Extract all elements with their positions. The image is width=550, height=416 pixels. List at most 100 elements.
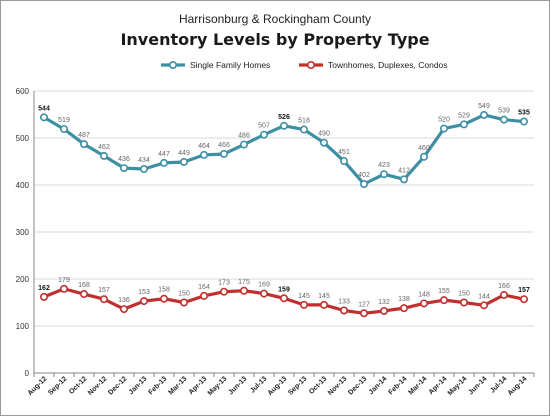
data-point [359, 180, 368, 189]
data-point [399, 304, 408, 313]
data-label: 132 [378, 299, 390, 306]
data-point [59, 125, 68, 134]
data-label: 127 [358, 301, 370, 308]
x-tick-label: Feb-14 [388, 375, 409, 396]
gridlines [34, 90, 534, 327]
data-point [459, 120, 468, 129]
data-point [299, 125, 308, 134]
data-point [459, 298, 468, 307]
data-label: 447 [158, 151, 170, 158]
data-label: 145 [298, 293, 310, 300]
data-point [160, 158, 169, 167]
data-label: 162 [38, 285, 50, 292]
y-tick-label: 600 [16, 87, 30, 96]
data-label: 144 [478, 293, 490, 300]
data-label: 436 [118, 156, 130, 163]
data-label: 507 [258, 123, 270, 130]
x-tick-label: Dec-12 [107, 375, 128, 396]
data-point [419, 299, 428, 308]
x-tick-label: Apr-14 [428, 375, 449, 396]
x-tick-label: Sep-13 [287, 375, 308, 396]
data-label: 150 [178, 291, 190, 298]
data-label: 462 [98, 144, 110, 151]
data-point [439, 124, 448, 133]
data-label: 460 [418, 145, 430, 152]
x-tick-label: Jul-13 [249, 375, 268, 394]
data-point [279, 121, 288, 130]
x-tick-label: Aug-12 [27, 375, 49, 397]
data-point [359, 309, 368, 318]
data-point [479, 110, 488, 119]
y-tick-label: 100 [16, 322, 30, 331]
data-label: 434 [138, 157, 150, 164]
data-point [80, 140, 89, 149]
data-point [259, 289, 268, 298]
data-point [80, 290, 89, 299]
data-label: 526 [278, 114, 290, 121]
data-label: 487 [78, 132, 90, 139]
data-point [399, 175, 408, 184]
data-point [479, 301, 488, 310]
x-tick-label: Mar-14 [407, 375, 428, 396]
data-point [180, 298, 189, 307]
x-tick-label: Nov-13 [327, 375, 349, 397]
data-label: 520 [438, 117, 450, 124]
data-label: 464 [198, 143, 210, 150]
y-tick-label: 400 [16, 181, 30, 190]
data-label: 169 [258, 282, 270, 289]
y-tick-label: 300 [16, 228, 30, 237]
data-label: 164 [198, 284, 210, 291]
data-label: 157 [98, 287, 110, 294]
data-point [439, 296, 448, 305]
data-point [499, 290, 508, 299]
data-label: 423 [378, 162, 390, 169]
data-label: 145 [318, 293, 330, 300]
data-label: 155 [438, 288, 450, 295]
x-tick-label: Mar-13 [167, 375, 188, 396]
chart-title: Inventory Levels by Property Type [120, 30, 429, 49]
data-point [519, 117, 528, 126]
data-point [140, 165, 149, 174]
data-point [100, 295, 109, 304]
x-tick-label: Apr-13 [188, 375, 209, 396]
data-label: 535 [518, 110, 530, 117]
data-point [339, 306, 348, 315]
data-label: 529 [458, 112, 470, 119]
data-labels: 544 519 487 462 436 434 447 449 464 466 486 507 526 5… [38, 103, 530, 308]
x-tick-label: Aug-13 [267, 375, 289, 397]
data-label: 148 [418, 291, 430, 298]
data-label: 449 [178, 150, 190, 157]
data-label: 133 [338, 298, 350, 305]
data-label: 490 [318, 131, 330, 138]
data-point [100, 151, 109, 160]
data-label: 544 [38, 105, 50, 112]
data-label: 402 [358, 172, 370, 179]
data-label: 158 [158, 287, 170, 294]
data-label: 486 [238, 133, 250, 140]
data-point [200, 291, 209, 300]
x-tick-label: Jul-14 [489, 375, 508, 394]
chart-subtitle: Harrisonburg & Rockingham County [179, 12, 371, 26]
data-point [160, 294, 169, 303]
data-point [240, 140, 249, 149]
data-point [39, 113, 48, 122]
data-point [339, 157, 348, 166]
x-tick-label: Jun-13 [228, 375, 249, 396]
data-point [319, 300, 328, 309]
data-point [200, 150, 209, 159]
data-point [499, 115, 508, 124]
data-label: 175 [238, 279, 250, 286]
data-label: 451 [338, 149, 350, 156]
data-point [220, 149, 229, 158]
series-layer [39, 110, 528, 318]
data-label: 539 [498, 108, 510, 115]
x-tick-label: May-14 [447, 375, 469, 397]
data-point [519, 295, 528, 304]
data-label: 150 [458, 291, 470, 298]
data-point [120, 164, 129, 173]
data-label: 519 [58, 117, 70, 124]
data-label: 518 [298, 118, 310, 125]
